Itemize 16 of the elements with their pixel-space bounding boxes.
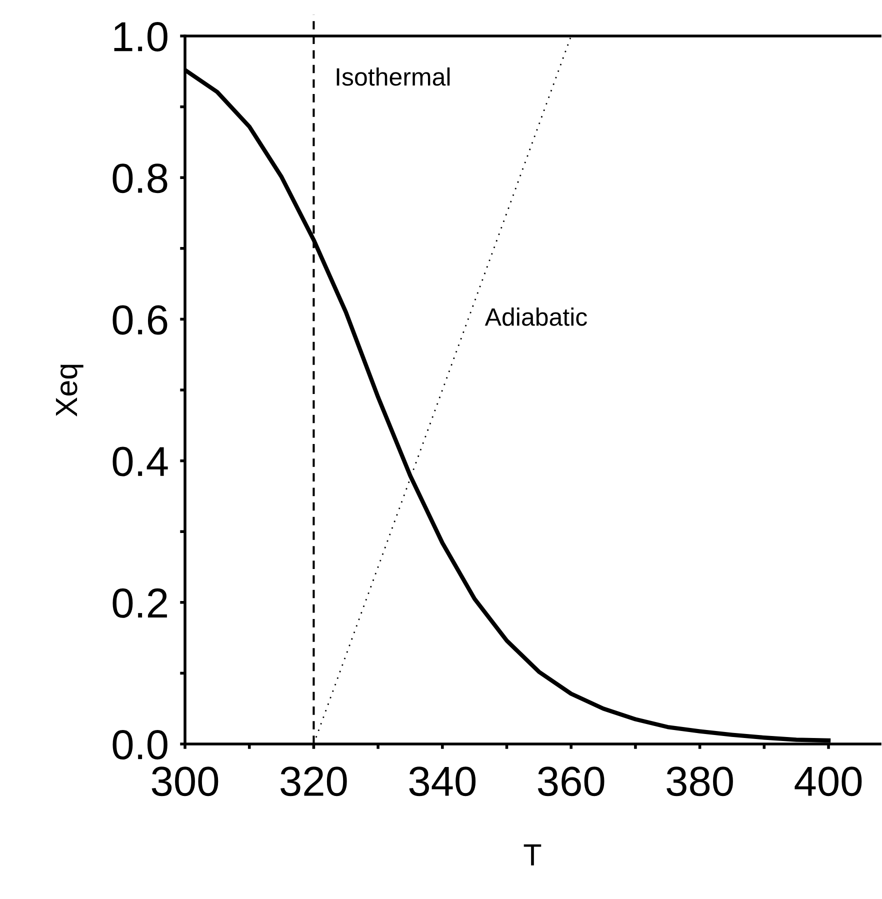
y-tick-label: 0.2	[112, 588, 167, 618]
series-label: Adiabatic	[484, 308, 587, 326]
ref-line-label: Isothermal	[336, 67, 450, 86]
x-tick-label: 360	[538, 766, 604, 796]
x-tick-label: 400	[794, 766, 862, 796]
y-tick-label: 0.4	[112, 446, 168, 476]
x-tick-label: 380	[666, 766, 733, 796]
y-tick-label: 1.0	[114, 22, 168, 52]
x-tick-label: 300	[152, 766, 218, 796]
x-axis-title: T	[524, 844, 542, 866]
y-tick-label: 0.0	[112, 730, 168, 760]
x-tick-label: 340	[409, 766, 476, 796]
y-tick-label: 0.6	[112, 305, 168, 335]
y-axis-title: Xeq	[56, 364, 84, 416]
x-tick-label: 320	[280, 766, 347, 796]
y-tick-label: 0.8	[112, 164, 168, 194]
